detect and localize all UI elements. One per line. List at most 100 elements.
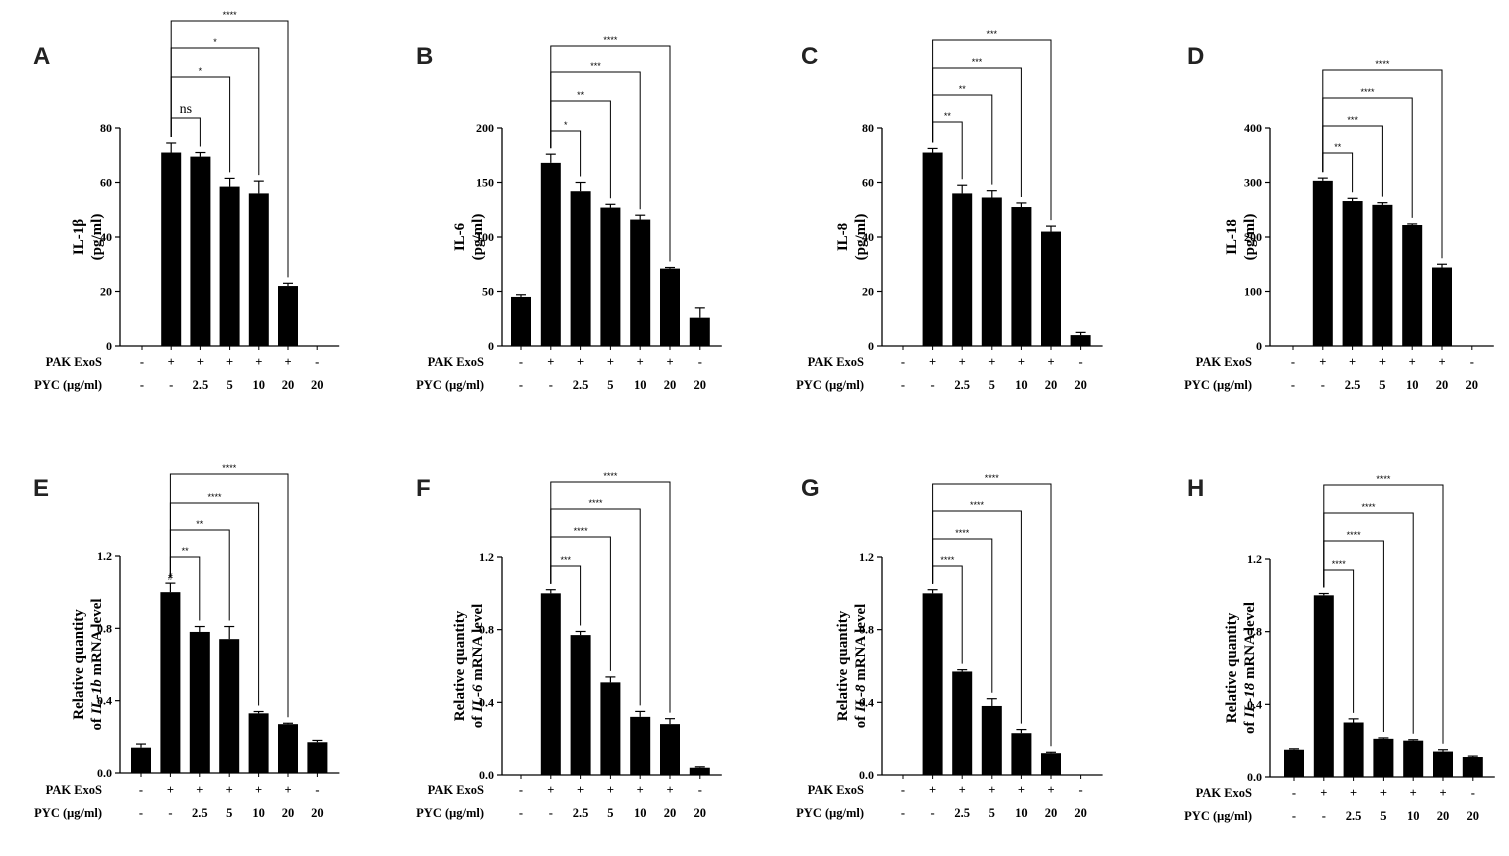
condition-value-pak: + bbox=[666, 355, 673, 369]
condition-value-pak: - bbox=[1470, 355, 1474, 369]
bar bbox=[630, 716, 651, 775]
y-axis-label-line: Relative quantity bbox=[71, 609, 87, 720]
bar bbox=[248, 713, 269, 773]
significance-label: **** bbox=[955, 528, 970, 538]
panel-letter: H bbox=[1187, 475, 1204, 502]
condition-label-pyc: PYC (μg/ml) bbox=[1184, 809, 1252, 823]
condition-value-pyc: 10 bbox=[253, 378, 266, 392]
y-axis-label-line: (pg/ml) bbox=[853, 214, 869, 261]
condition-value-pyc: 10 bbox=[1406, 378, 1419, 392]
y-tick-label: 20 bbox=[862, 285, 874, 299]
bar bbox=[1373, 738, 1394, 777]
condition-value-pak: + bbox=[988, 355, 995, 369]
bar bbox=[189, 631, 210, 773]
y-axis-label-line: (pg/ml) bbox=[89, 214, 105, 261]
bar bbox=[1070, 335, 1091, 346]
condition-value-pyc: 10 bbox=[634, 378, 647, 392]
condition-value-pyc: 5 bbox=[989, 378, 995, 392]
condition-value-pyc: - bbox=[549, 806, 553, 820]
bar bbox=[219, 639, 240, 773]
significance-bracket bbox=[1323, 484, 1444, 744]
condition-value-pyc: 5 bbox=[607, 378, 613, 392]
significance-bracket bbox=[170, 117, 201, 147]
significance-bracket bbox=[550, 508, 641, 706]
bar bbox=[307, 742, 328, 773]
y-tick-label: 0 bbox=[1256, 339, 1262, 353]
y-axis-label: Relative quantity of IL-8 mRNA level bbox=[835, 604, 869, 729]
condition-value-pak: + bbox=[197, 355, 204, 369]
condition-value-pyc: 10 bbox=[252, 806, 265, 820]
condition-value-pak: - bbox=[698, 355, 702, 369]
panel-letter: E bbox=[33, 475, 49, 502]
significance-label: ** bbox=[1334, 142, 1342, 152]
bar bbox=[1432, 267, 1452, 346]
y-tick-label: 150 bbox=[476, 176, 494, 190]
y-tick-label: 0 bbox=[488, 339, 494, 353]
y-tick-label: 0.4 bbox=[1247, 697, 1262, 711]
significance-bracket bbox=[170, 20, 289, 278]
significance-label: **** bbox=[1376, 474, 1391, 484]
bar bbox=[570, 635, 591, 775]
condition-value-pyc: 2.5 bbox=[573, 378, 589, 392]
y-axis-label-line: IL-1β bbox=[71, 219, 87, 255]
panel-letter: F bbox=[416, 475, 431, 502]
condition-label-pak: PAK ExoS bbox=[1196, 355, 1252, 369]
bar bbox=[689, 767, 710, 775]
condition-value-pyc: 10 bbox=[1015, 378, 1028, 392]
panel-letter: D bbox=[1187, 43, 1204, 70]
condition-value-pyc: 20 bbox=[664, 378, 677, 392]
y-axis-label-line: IL-8 bbox=[835, 223, 851, 251]
condition-value-pyc: 20 bbox=[1467, 809, 1480, 823]
panel-letter: C bbox=[801, 43, 818, 70]
chart-panel-g: G 0.0 0.4 0.8 1.2 Relative quantity of IL-8 mR… bbox=[796, 473, 1103, 820]
significance-label: ** bbox=[959, 84, 967, 94]
significance-label: **** bbox=[603, 471, 618, 481]
condition-label-pyc: PYC (μg/ml) bbox=[416, 378, 484, 392]
condition-value-pyc: 5 bbox=[989, 806, 995, 820]
significance-label: **** bbox=[222, 463, 237, 473]
significance-label: *** bbox=[560, 555, 571, 565]
significance-bracket bbox=[932, 483, 1052, 747]
y-label-text: of bbox=[853, 712, 869, 728]
y-tick-label: 400 bbox=[1244, 121, 1262, 135]
condition-value-pak: + bbox=[1439, 786, 1446, 800]
bar bbox=[1041, 753, 1061, 775]
bar bbox=[660, 268, 680, 346]
condition-value-pak: - bbox=[1079, 355, 1083, 369]
condition-value-pyc: 20 bbox=[282, 806, 295, 820]
significance-label: *** bbox=[987, 29, 998, 39]
bar bbox=[1403, 740, 1424, 777]
condition-value-pyc: - bbox=[140, 378, 144, 392]
condition-label-pak: PAK ExoS bbox=[808, 355, 864, 369]
y-axis-label-line: IL-18 bbox=[1224, 219, 1240, 255]
y-label-gene: IL-1b bbox=[89, 679, 105, 715]
y-tick-label: 100 bbox=[476, 230, 494, 244]
condition-value-pyc: 2.5 bbox=[573, 806, 589, 820]
condition-value-pak: + bbox=[988, 783, 995, 797]
condition-value-pyc: - bbox=[549, 378, 553, 392]
condition-value-pyc: 20 bbox=[1466, 378, 1479, 392]
condition-value-pak: + bbox=[196, 783, 203, 797]
condition-value-pak: + bbox=[1438, 355, 1445, 369]
y-tick-label: 0.0 bbox=[97, 766, 112, 780]
significance-mark: # bbox=[168, 572, 173, 583]
y-tick-label: 0.8 bbox=[97, 621, 112, 635]
condition-value-pak: - bbox=[519, 355, 523, 369]
condition-value-pak: + bbox=[577, 783, 584, 797]
condition-value-pak: + bbox=[637, 783, 644, 797]
y-label-gene: IL-6 bbox=[470, 684, 486, 713]
condition-label-pyc: PYC (μg/ml) bbox=[34, 378, 102, 392]
condition-value-pyc: 20 bbox=[1045, 378, 1058, 392]
significance-label: **** bbox=[985, 473, 1000, 483]
condition-value-pyc: 5 bbox=[1380, 809, 1386, 823]
y-tick-label: 0.8 bbox=[1247, 625, 1262, 639]
y-axis-label: Relative quantity of IL-6 mRNA level bbox=[452, 604, 486, 729]
significance-label: ** bbox=[182, 546, 190, 556]
condition-value-pyc: 20 bbox=[1436, 378, 1449, 392]
y-tick-label: 0 bbox=[106, 339, 112, 353]
panel-letter: G bbox=[801, 475, 820, 502]
y-tick-label: 60 bbox=[862, 176, 874, 190]
condition-value-pak: + bbox=[959, 355, 966, 369]
